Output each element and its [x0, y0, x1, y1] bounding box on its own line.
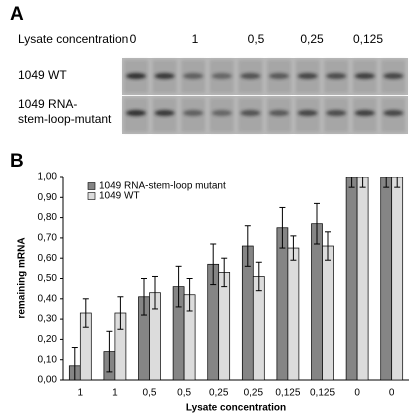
error-bar	[210, 243, 217, 286]
gel-band	[211, 73, 232, 79]
x-tick-label: 0	[354, 388, 360, 399]
error-bar	[348, 177, 355, 188]
y-tick-label: 1,00	[38, 172, 58, 183]
panel-label: B	[10, 151, 24, 172]
gel-band	[154, 110, 175, 116]
gel-band	[354, 73, 375, 79]
gel-band	[297, 110, 318, 116]
bar	[380, 177, 393, 380]
x-tick-label: 0,125	[310, 388, 335, 399]
error-bar	[186, 278, 193, 312]
gel-band	[211, 110, 232, 116]
y-tick-label: 0,20	[38, 334, 58, 345]
y-tick-label: 0,30	[38, 314, 58, 325]
panel-label: A	[10, 4, 24, 25]
gel-lane-label: 1	[192, 32, 199, 46]
gel-lane-label: 0,25	[300, 32, 324, 46]
gel-band	[354, 110, 375, 116]
x-tick-label: 0	[389, 388, 395, 399]
error-bar	[82, 298, 89, 328]
bar	[356, 177, 369, 380]
gel-band	[240, 110, 261, 116]
x-tick-label: 0,5	[177, 388, 191, 399]
x-axis-label: Lysate concentration	[186, 403, 286, 414]
error-bar	[175, 265, 182, 308]
error-bar	[244, 225, 251, 267]
y-axis-label: remaining mRNA	[17, 237, 28, 318]
legend-swatch	[87, 182, 96, 190]
error-bar	[383, 177, 390, 188]
bar	[287, 247, 300, 380]
error-bar	[117, 296, 124, 330]
gel-lane-label: 0	[130, 32, 137, 46]
gel-row-label: 1049 WT	[18, 68, 67, 82]
gel-band	[183, 110, 204, 116]
y-tick-label: 0,70	[38, 233, 58, 244]
x-tick-label: 0,125	[275, 388, 300, 399]
legend-label: 1049 RNA-stem-loop mutant	[99, 181, 226, 192]
legend-swatch	[87, 192, 96, 200]
gel-band	[383, 110, 404, 116]
y-tick-label: 0,90	[38, 192, 58, 203]
error-bar	[359, 177, 366, 188]
gel-band	[240, 73, 261, 79]
gel-axis-label: Lysate concentration	[18, 32, 128, 46]
bar	[311, 223, 323, 380]
error-bar	[314, 202, 320, 245]
gel-band	[154, 73, 175, 79]
gel-band	[183, 73, 204, 79]
error-bar	[152, 275, 158, 310]
gel-band	[126, 73, 146, 79]
error-bar	[106, 330, 113, 373]
gel-band	[383, 73, 404, 79]
error-bar	[141, 278, 147, 316]
plot-area	[68, 177, 404, 380]
gel-row-label: 1049 RNA-	[18, 97, 77, 111]
bar	[322, 245, 334, 380]
error-bar	[290, 235, 297, 261]
bar	[252, 276, 265, 380]
gel-band	[326, 110, 347, 116]
bar	[391, 177, 404, 380]
error-bar	[71, 347, 78, 380]
error-bar	[394, 177, 401, 188]
x-tick-label: 0,25	[244, 388, 264, 399]
bar	[218, 272, 231, 380]
x-tick-label: 0,25	[209, 388, 229, 399]
y-tick-label: 0,60	[38, 253, 58, 264]
x-tick-label: 0,5	[143, 388, 157, 399]
gel-row-label: stem-loop-mutant	[18, 112, 112, 126]
gel-image	[122, 58, 408, 134]
y-tick-label: 0,50	[38, 273, 58, 284]
x-tick-label: 1	[78, 388, 84, 399]
y-tick-label: 0,10	[38, 354, 58, 365]
error-bar	[279, 206, 286, 249]
legend-label: 1049 WT	[99, 191, 140, 202]
gel-lane-label: 0,5	[248, 32, 265, 46]
bar	[345, 177, 358, 380]
x-tick-label: 1	[112, 388, 118, 399]
error-bar	[325, 231, 331, 261]
y-tick-label: 0,00	[38, 375, 58, 386]
gel-band	[269, 110, 289, 116]
gel-band	[126, 110, 146, 116]
y-tick-label: 0,40	[38, 293, 58, 304]
bar	[276, 227, 289, 380]
gel-band	[326, 73, 347, 79]
error-bar	[221, 257, 228, 288]
error-bar	[255, 261, 262, 292]
gel-band	[269, 73, 289, 79]
y-tick-label: 0,80	[38, 212, 58, 223]
gel-lane-label: 0,125	[353, 32, 383, 46]
gel-band	[297, 73, 318, 79]
